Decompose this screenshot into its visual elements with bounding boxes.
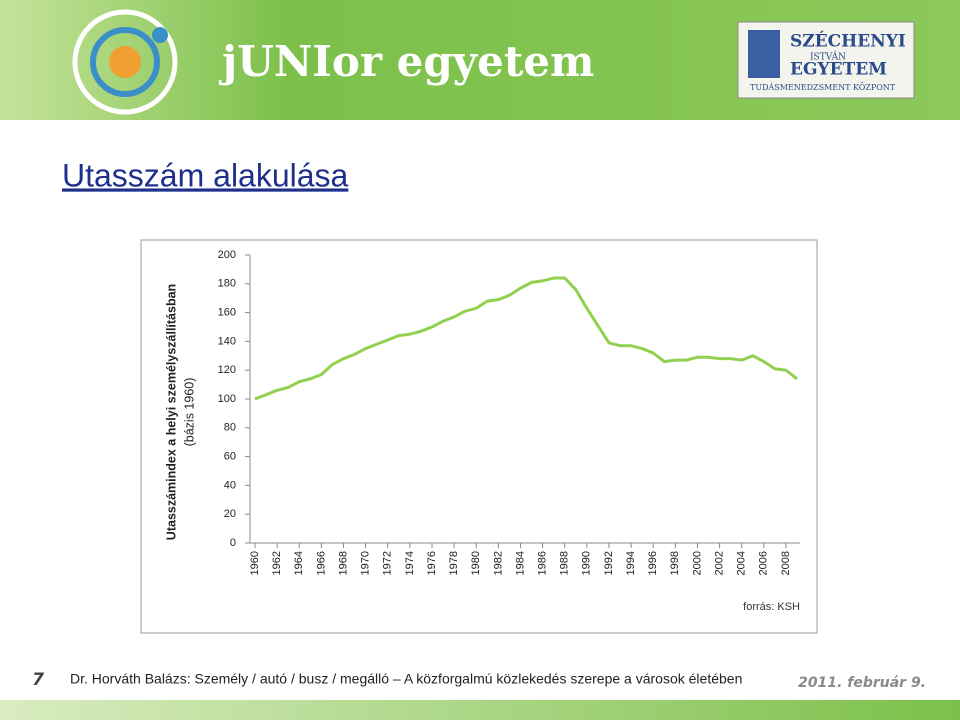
x-tick-label: 1980 (470, 551, 482, 575)
x-tick-label: 1998 (669, 551, 681, 575)
x-tick-label: 1984 (514, 551, 526, 575)
x-tick-label: 1996 (647, 551, 659, 575)
uni-line: EGYETEM (790, 60, 887, 80)
x-tick-label: 1966 (315, 551, 327, 575)
y-tick-label: 80 (224, 422, 236, 434)
footer-band (0, 700, 960, 720)
y-tick-label: 140 (218, 335, 236, 347)
x-tick-label: 1992 (603, 551, 615, 575)
uni-emblem (748, 30, 780, 78)
y-tick-label: 60 (224, 451, 236, 463)
data-line (254, 276, 798, 401)
y-tick-label: 200 (218, 249, 236, 261)
x-tick-label: 1970 (360, 551, 372, 575)
y-tick-label: 100 (218, 393, 236, 405)
x-tick-label: 1960 (249, 551, 261, 575)
brand: jUNIor egyetem (218, 37, 594, 86)
x-tick-label: 1976 (426, 551, 438, 575)
y-tick-label: 0 (230, 537, 236, 549)
slide-title: Utasszám alakulása (62, 157, 349, 193)
uni-line: TUDÁSMENEDZSMENT KÖZPONT (750, 83, 896, 92)
x-tick-label: 1968 (337, 551, 349, 575)
x-tick-label: 1994 (625, 551, 637, 575)
x-tick-label: 1972 (382, 551, 394, 575)
footer-text: Dr. Horváth Balázs: Személy / autó / bus… (70, 671, 742, 687)
x-tick-label: 2008 (780, 551, 792, 575)
x-tick-label: 1964 (293, 551, 305, 575)
x-tick-label: 2006 (758, 551, 770, 575)
logo-circle (72, 9, 178, 115)
x-tick-label: 1974 (404, 551, 416, 575)
x-tick-label: 2000 (691, 551, 703, 575)
y-tick-label: 40 (224, 479, 236, 491)
y-tick-label: 20 (224, 508, 236, 520)
y-axis-sublabel: (bázis 1960) (182, 378, 196, 447)
x-tick-label: 1986 (536, 551, 548, 575)
uni-line: ISTVÁN (810, 51, 846, 63)
y-tick-label: 120 (218, 364, 236, 376)
footer-date: 2011. február 9. (798, 675, 926, 691)
y-tick-label: 180 (218, 278, 236, 290)
x-tick-label: 1982 (492, 551, 504, 575)
x-tick-label: 1990 (581, 551, 593, 575)
page-number: 7 (32, 670, 44, 690)
x-tick-label: 2002 (713, 551, 725, 575)
x-tick-label: 1962 (271, 551, 283, 575)
x-tick-label: 2004 (736, 551, 748, 575)
y-axis-label: Utasszámindex a helyi személyszállításba… (164, 284, 178, 540)
uni-line: SZÉCHENYI (790, 31, 906, 52)
x-tick-label: 1978 (448, 551, 460, 575)
x-tick-label: 1988 (559, 551, 571, 575)
y-tick-label: 160 (218, 307, 236, 319)
source-note: forrás: KSH (743, 601, 800, 613)
